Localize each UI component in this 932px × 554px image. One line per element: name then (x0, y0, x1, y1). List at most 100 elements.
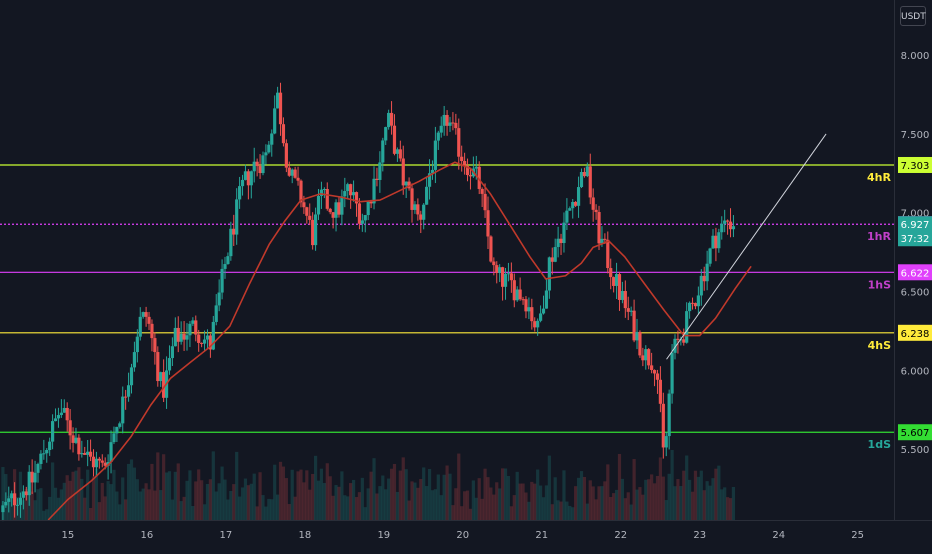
volume-bar (714, 468, 718, 520)
candle-body (325, 189, 329, 209)
volume-bar (316, 480, 321, 520)
volume-bar (635, 489, 639, 520)
volume-bar (644, 479, 648, 520)
candle-body (489, 236, 493, 262)
volume-bar (650, 474, 654, 520)
volume-bar (471, 480, 475, 520)
candle-body (97, 458, 101, 461)
volume-bar (629, 504, 633, 520)
volume-bar (94, 468, 99, 520)
volume-bar (232, 484, 236, 520)
candle-body (135, 336, 139, 353)
candle-body (609, 268, 613, 278)
candle-body (463, 160, 467, 167)
volume-bar (594, 499, 598, 520)
candle-body (474, 166, 478, 169)
candle-body (270, 133, 274, 145)
candle-body (115, 426, 119, 434)
volume-bar (302, 482, 306, 520)
candle-body (290, 169, 294, 176)
volume-bar (261, 495, 265, 520)
candle-body (419, 214, 423, 220)
candle-body (614, 274, 619, 286)
candle-body (658, 379, 662, 404)
volume-bar (515, 471, 519, 520)
candle-body (246, 171, 250, 186)
candle-body (606, 239, 610, 269)
volume-bar (281, 466, 286, 520)
candle-body (159, 372, 163, 382)
volume-bar (205, 483, 210, 520)
volume-bar (463, 491, 467, 520)
volume-bar (319, 468, 324, 520)
candle-body (626, 308, 630, 312)
volume-bar (121, 477, 125, 520)
candle-body (124, 396, 128, 398)
candle-body (714, 235, 718, 249)
candle-body (185, 335, 189, 340)
volume-bar (442, 474, 446, 520)
candle-body (553, 247, 557, 262)
volume-bar (334, 485, 338, 520)
candle-body (638, 331, 642, 356)
candle-body (576, 187, 581, 206)
candle-body (18, 497, 23, 505)
volume-bar (363, 507, 367, 520)
candle-body (50, 421, 55, 442)
candle-body (378, 162, 382, 180)
level-label-1hR: 1hR (867, 230, 891, 243)
volume-bar (287, 504, 291, 520)
price-axis[interactable]: 8.000 7.500 7.000 6.500 6.000 5.500 (901, 51, 930, 456)
candle-body (702, 275, 706, 282)
volume-bar (208, 479, 212, 520)
volume-bar (322, 483, 326, 520)
volume-bar (433, 489, 437, 520)
volume-bar (448, 473, 452, 520)
candle-body (468, 175, 473, 177)
volume-bar (59, 489, 63, 520)
volume-bar (45, 509, 49, 520)
volume-bar (688, 479, 692, 520)
candle-body (200, 342, 204, 344)
volume-bar (226, 499, 230, 520)
volume-bar (392, 463, 397, 520)
volume-bar (1, 467, 5, 520)
volume-bar (652, 483, 657, 520)
volume-bar (308, 489, 312, 520)
volume-bar (100, 482, 104, 520)
candle-body (723, 220, 727, 224)
volume-bar (693, 470, 698, 520)
time-axis[interactable]: 15 16 17 18 19 20 21 22 23 24 25 (62, 530, 864, 541)
volume-bar (255, 506, 259, 520)
candle-body (176, 327, 180, 342)
volume-bar (313, 455, 318, 520)
candle-body (652, 370, 657, 374)
volume-bar (164, 472, 169, 520)
currency-button[interactable]: USDT (900, 6, 926, 26)
candle-body (515, 289, 519, 301)
trendline-line (666, 133, 827, 360)
candle-body (533, 321, 537, 328)
candle-body (588, 166, 592, 198)
candle-body (334, 202, 338, 218)
candle-body (544, 290, 549, 309)
candle-body (486, 210, 490, 237)
candle-body (661, 403, 665, 448)
candle-body (547, 257, 551, 291)
volume-bar (86, 469, 90, 520)
level-label-4hS: 4hS (868, 339, 891, 352)
candle-body (556, 238, 560, 248)
volume-bar (346, 496, 350, 520)
candle-body (305, 207, 309, 216)
level-label-1hS: 1hS (868, 278, 891, 291)
volume-bar (170, 499, 175, 520)
y-tick-label: 5.500 (901, 445, 930, 456)
candle-body (521, 299, 525, 301)
candle-body (214, 305, 218, 322)
volume-bar (632, 459, 636, 520)
volume-bar (115, 491, 119, 520)
candle-body (311, 219, 315, 246)
candle-body (708, 248, 712, 264)
